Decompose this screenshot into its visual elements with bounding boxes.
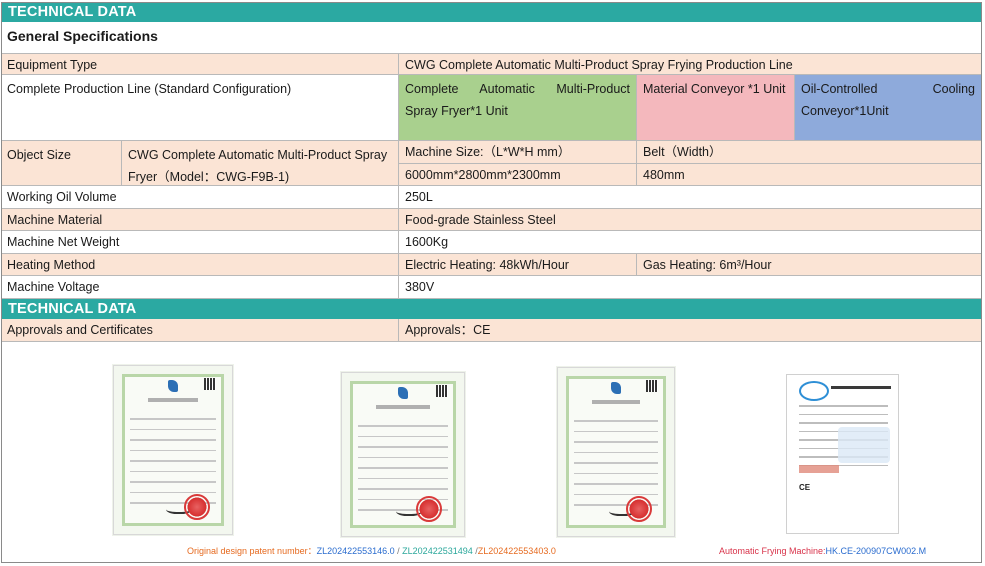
production-line-label: Complete Production Line (Standard Confi…: [1, 75, 399, 141]
patent-separator-2: /: [472, 546, 478, 556]
working-oil-volume-label: Working Oil Volume: [1, 186, 399, 209]
ce-mark-icon: CE: [799, 483, 811, 492]
ce-caption-label: Automatic Frying Machine:: [719, 546, 826, 556]
belt-width-label: Belt（Width）: [637, 141, 982, 164]
patent-number-3: ZL202422553403.0: [477, 546, 556, 556]
working-oil-volume-value: 250L: [399, 186, 982, 209]
production-line-conveyor: Material Conveyor *1 Unit: [637, 75, 795, 141]
machine-size-label: Machine Size:（L*W*H mm）: [399, 141, 637, 164]
equipment-type-value: CWG Complete Automatic Multi-Product Spr…: [399, 54, 982, 75]
production-line-fryer: Complete Automatic Multi-Product Spray F…: [399, 75, 637, 141]
patent-number-1: ZL202422553146.0: [316, 546, 395, 556]
ce-certificate-number: HK.CE-200907CW002.M: [825, 546, 927, 556]
general-specifications-heading: General Specifications: [1, 22, 982, 54]
equipment-type-label: Equipment Type: [1, 54, 399, 75]
object-size-label: Object Size: [1, 141, 122, 186]
heating-method-gas: Gas Heating: 6m³/Hour: [637, 254, 982, 276]
technical-data-header-2: TECHNICAL DATA: [1, 299, 982, 319]
patent-certificate-image-1: [113, 365, 233, 535]
patent-caption-label: Original design patent number：: [187, 546, 317, 556]
technical-data-header: TECHNICAL DATA: [1, 2, 982, 22]
patent-numbers-caption: Original design patent number：ZL20242255…: [187, 545, 556, 557]
machine-voltage-label: Machine Voltage: [1, 276, 399, 299]
machine-voltage-value: 380V: [399, 276, 982, 299]
approvals-value: Approvals：CE: [399, 319, 982, 342]
machine-size-value: 6000mm*2800mm*2300mm: [399, 164, 637, 186]
machine-net-weight-label: Machine Net Weight: [1, 231, 399, 254]
machine-net-weight-value: 1600Kg: [399, 231, 982, 254]
production-line-cooling-conveyor: Oil-Controlled Cooling Conveyor*1Unit: [795, 75, 982, 141]
machine-material-label: Machine Material: [1, 209, 399, 231]
heating-method-electric: Electric Heating: 48kWh/Hour: [399, 254, 637, 276]
patent-separator-1: /: [394, 546, 403, 556]
ce-certificate-image: CE: [786, 374, 899, 534]
patent-number-2: ZL202422531494: [402, 546, 473, 556]
heating-method-label: Heating Method: [1, 254, 399, 276]
object-size-model: CWG Complete Automatic Multi-Product Spr…: [122, 141, 399, 186]
belt-width-value: 480mm: [637, 164, 982, 186]
approvals-label: Approvals and Certificates: [1, 319, 399, 342]
patent-certificate-image-2: [341, 372, 465, 537]
patent-certificate-image-3: [557, 367, 675, 537]
ce-caption: Automatic Frying Machine:HK.CE-200907CW0…: [719, 545, 926, 557]
machine-material-value: Food-grade Stainless Steel: [399, 209, 982, 231]
